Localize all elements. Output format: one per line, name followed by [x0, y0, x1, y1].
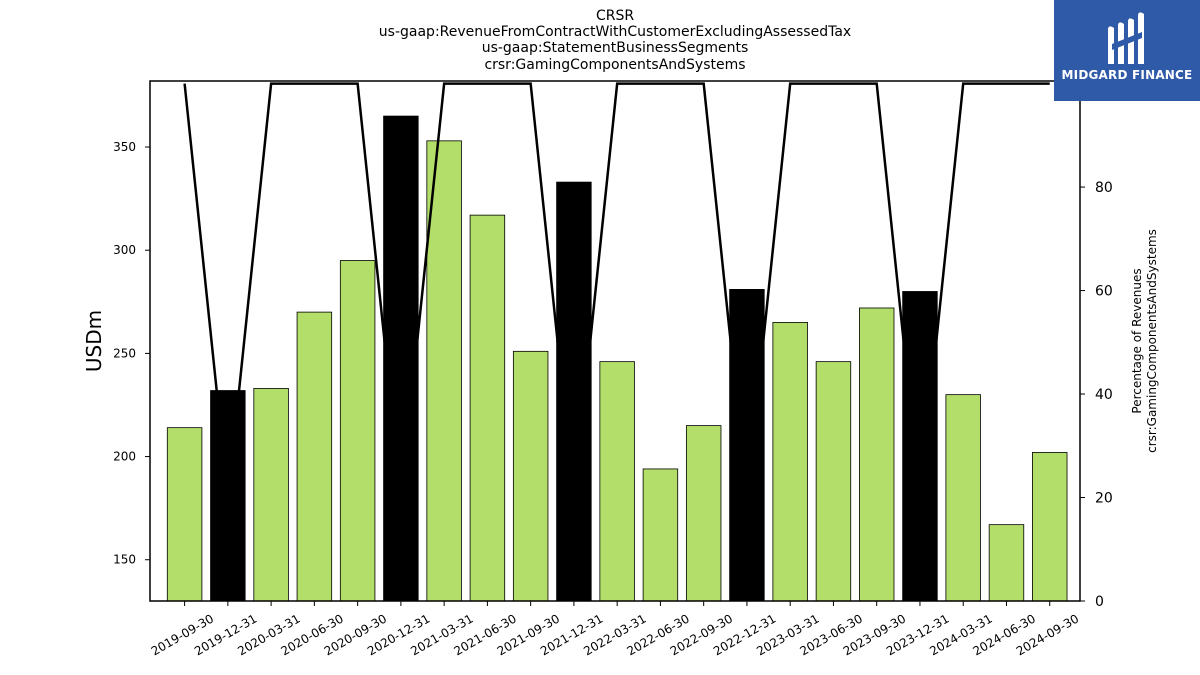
y-tick-label-300: 300	[113, 243, 136, 257]
axes-group	[149, 80, 1081, 602]
y-ticks-group: 150 200 250 300 350	[113, 140, 150, 567]
y2-axis-label-line-1: Percentage of Revenues	[1130, 268, 1144, 413]
bar-2020-06-30	[296, 311, 333, 602]
bar-2022-12-31	[729, 289, 765, 602]
y2-axis-label: Percentage of Revenues crsr:GamingCompon…	[1130, 229, 1159, 453]
y-tick-label-150: 150	[113, 553, 136, 567]
bar-2023-06-30	[815, 361, 852, 602]
y-tick-label-350: 350	[113, 140, 136, 154]
y2-ticks-group: 020406080100	[1080, 77, 1122, 610]
percentage-line	[183, 82, 1050, 498]
y2-tick-label-40: 40	[1095, 387, 1113, 403]
y-tick-label-250: 250	[113, 346, 136, 360]
y-tick-label-200: 200	[113, 450, 136, 464]
title-line-1: CRSR	[596, 8, 634, 24]
logo-text: MIDGARD FINANCE	[1061, 68, 1193, 82]
title-line-3: us-gaap:StatementBusinessSegments	[482, 40, 749, 56]
bar-2023-03-31	[772, 322, 808, 602]
bar-2022-09-30	[685, 425, 722, 602]
chart-title: CRSR us-gaap:RevenueFromContractWithCust…	[379, 8, 851, 73]
bar-2024-06-30	[988, 524, 1025, 602]
y2-tick-label-80: 80	[1095, 180, 1113, 196]
y2-tick-label-0: 0	[1095, 594, 1104, 610]
bar-2020-03-31	[253, 388, 289, 602]
y2-tick-label-60: 60	[1095, 284, 1113, 300]
title-line-4: crsr:GamingComponentsAndSystems	[484, 57, 745, 73]
bar-2020-12-31	[383, 115, 419, 602]
bar-2021-09-30	[512, 350, 549, 602]
percentage-line-group	[183, 82, 1050, 498]
y-axis-label: USDm	[82, 310, 106, 372]
bar-2022-03-31	[599, 361, 635, 602]
title-line-2: us-gaap:RevenueFromContractWithCustomerE…	[379, 24, 851, 40]
y2-tick-label-20: 20	[1095, 491, 1113, 507]
bar-2021-03-31	[426, 140, 462, 602]
bar-2019-09-30	[166, 427, 203, 602]
bar-2023-12-31	[902, 291, 938, 602]
midgard-logo-icon	[1108, 12, 1144, 64]
bar-2023-09-30	[858, 307, 895, 602]
bar-2024-09-30	[1032, 452, 1068, 602]
bar-2022-06-30	[642, 468, 679, 602]
plot-frame	[149, 80, 1081, 602]
y2-axis-label-line-2: crsr:GamingComponentsAndSystems	[1145, 229, 1159, 453]
bar-2020-09-30	[339, 260, 376, 602]
bars-group	[166, 115, 1068, 602]
bar-2021-06-30	[469, 214, 506, 602]
midgard-finance-logo: MIDGARD FINANCE	[1054, 0, 1200, 101]
bar-2024-03-31	[945, 394, 981, 602]
x-ticks-group: 2019-09-302019-12-312020-03-312020-06-30…	[149, 601, 1081, 658]
